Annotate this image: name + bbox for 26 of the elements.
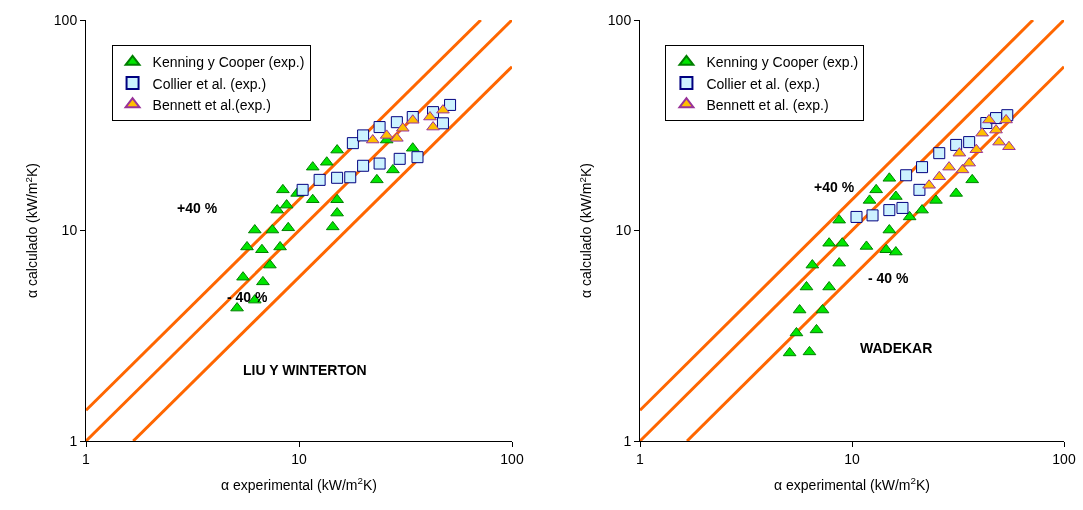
y-tick-label: 1: [623, 432, 632, 449]
annotation: +40 %: [814, 179, 855, 195]
legend-label: Kenning y Cooper (exp.): [152, 54, 305, 71]
y-tick-label: 1: [69, 432, 78, 449]
y-tick-label: 100: [607, 11, 632, 28]
x-tick-label: 1: [82, 450, 91, 467]
x-axis-title: α experimental (kW/m$^{2}$K): [221, 475, 377, 494]
x-tick-label: 10: [291, 450, 307, 467]
x-tick-label: 100: [500, 450, 524, 467]
annotation: - 40 %: [227, 289, 269, 305]
y-tick-label: 10: [61, 222, 78, 239]
legend-label: Kenning y Cooper (exp.): [706, 54, 859, 71]
legend-label: Collier et al. (exp.): [152, 75, 267, 92]
annotation: +40 %: [177, 200, 218, 216]
legend-label: Bennett et al.(exp.): [152, 96, 271, 113]
x-tick-label: 100: [1052, 450, 1076, 467]
y-tick-label: 100: [53, 11, 78, 28]
legend-label: Bennett et al. (exp.): [706, 96, 829, 113]
annotation: - 40 %: [868, 270, 910, 286]
annotation: WADEKAR: [860, 340, 933, 356]
annotation: LIU Y WINTERTON: [243, 362, 367, 378]
x-axis-title: α experimental (kW/m$^{2}$K): [774, 475, 930, 494]
x-tick-label: 1: [636, 450, 645, 467]
x-tick-label: 10: [844, 450, 860, 467]
legend-label: Collier et al. (exp.): [706, 75, 821, 92]
y-tick-label: 10: [615, 222, 632, 239]
